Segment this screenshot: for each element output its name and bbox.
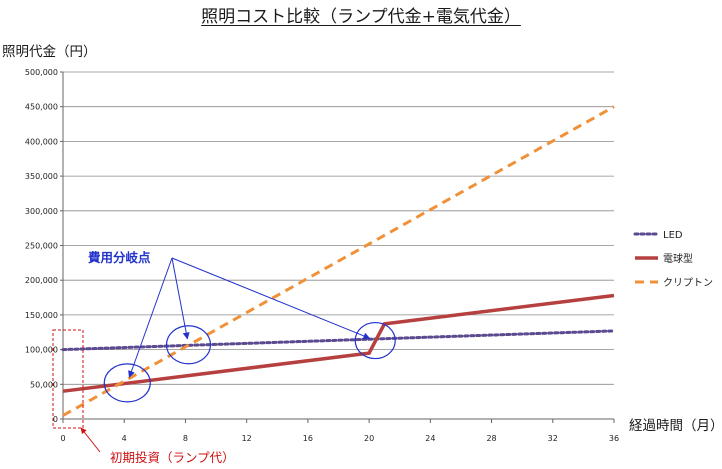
series-lines	[61, 105, 616, 417]
y-tick-label: 200,000	[25, 276, 58, 285]
tick-labels: 0 50,000 100,000 150,000 200,000 250,000 300,0…	[25, 68, 619, 443]
initial-investment-box	[52, 329, 84, 429]
x-tick-label: 32	[548, 434, 558, 443]
crossover-arrow	[171, 257, 190, 340]
series-line	[62, 105, 615, 417]
x-tick-label: 20	[364, 434, 374, 443]
crossover-arrow	[171, 257, 371, 340]
y-axis-label: 照明代金（円）	[2, 44, 97, 60]
y-tick-label: 100,000	[25, 346, 58, 355]
grid-lines	[63, 71, 614, 385]
y-tick-label: 500,000	[25, 68, 58, 77]
x-tick-label: 8	[183, 434, 188, 443]
y-tick-label: 0	[53, 415, 58, 424]
crossover-circle	[165, 325, 212, 365]
y-tick-label: 350,000	[25, 172, 58, 181]
x-tick-label: 16	[303, 434, 313, 443]
chart-title: 照明コスト比較（ランプ代金+電気代金）	[201, 7, 521, 27]
y-tick-label: 50,000	[30, 380, 58, 389]
initial-investment-label: 初期投資（ランプ代）	[110, 450, 235, 465]
y-tick-label: 400,000	[25, 137, 58, 146]
x-tick-label: 24	[425, 434, 435, 443]
crossover-circle	[354, 321, 396, 360]
y-tick-label: 250,000	[25, 242, 58, 251]
y-tick-label: 450,000	[25, 103, 58, 112]
crossover-circle	[103, 363, 151, 403]
legend-label: 電球型	[663, 252, 693, 265]
x-tick-label: 4	[122, 434, 127, 443]
series-line	[62, 293, 615, 393]
legend-label: LED	[663, 230, 683, 241]
y-tick-label: 150,000	[25, 311, 58, 320]
axes	[60, 71, 615, 423]
legend-label: クリプトン	[663, 277, 713, 289]
y-tick-label: 300,000	[25, 207, 58, 216]
initial-investment-arrow	[80, 427, 101, 453]
x-axis-label: 経過時間（月）	[629, 418, 722, 434]
crossover-label: 費用分岐点	[88, 250, 151, 265]
x-tick-label: 28	[486, 434, 496, 443]
x-tick-label: 12	[242, 434, 252, 443]
x-tick-label: 0	[60, 434, 65, 443]
series-line	[61, 329, 616, 352]
x-tick-label: 36	[609, 434, 619, 443]
crossover-arrow	[128, 257, 173, 378]
